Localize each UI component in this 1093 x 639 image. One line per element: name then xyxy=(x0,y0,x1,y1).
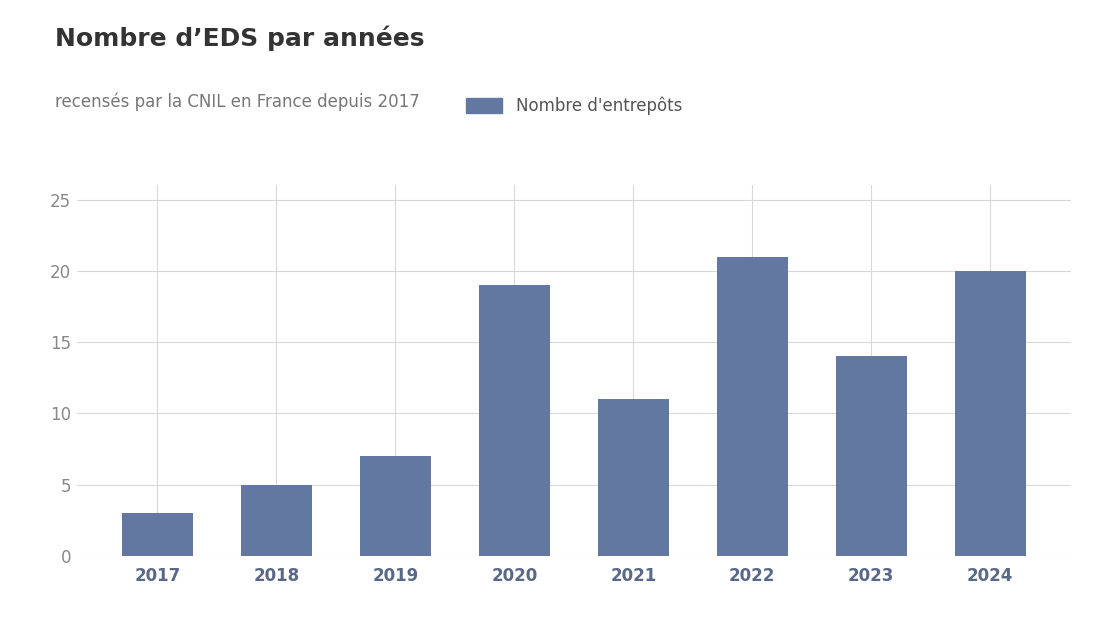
Bar xyxy=(240,484,313,556)
Bar xyxy=(598,399,669,556)
Bar xyxy=(360,456,431,556)
Legend: Nombre d'entrepôts: Nombre d'entrepôts xyxy=(459,90,689,121)
Bar xyxy=(954,271,1026,556)
Bar xyxy=(717,257,788,556)
Text: recensés par la CNIL en France depuis 2017: recensés par la CNIL en France depuis 20… xyxy=(55,93,420,111)
Bar xyxy=(479,285,550,556)
Bar xyxy=(121,513,193,556)
Text: Nombre d’EDS par années: Nombre d’EDS par années xyxy=(55,26,424,51)
Bar xyxy=(835,357,907,556)
